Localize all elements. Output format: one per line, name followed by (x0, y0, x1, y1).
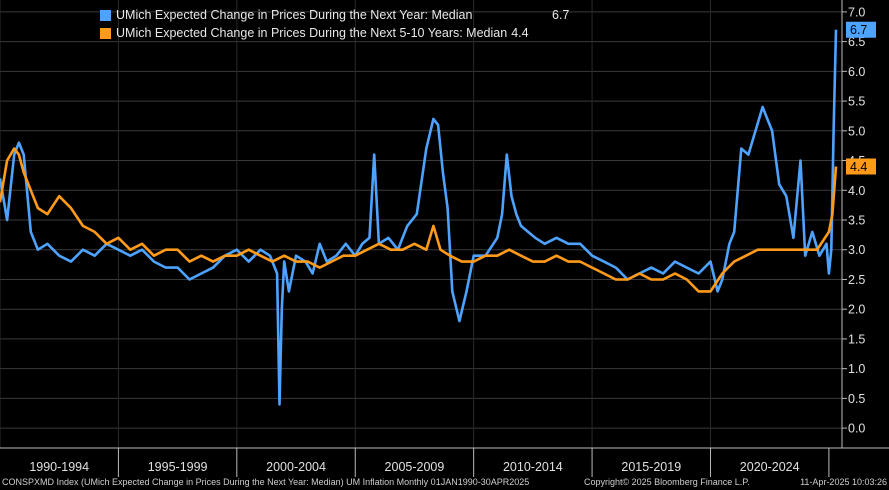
y-tick-label: 2.0 (848, 303, 865, 317)
line-chart: 0.00.51.01.52.02.53.03.54.04.55.05.56.06… (0, 0, 889, 477)
legend-value: 4.4 (511, 26, 529, 40)
y-tick-label: 1.5 (848, 332, 865, 346)
series-layer (0, 29, 838, 406)
legend-label: UMich Expected Change in Prices During t… (116, 8, 473, 22)
x-tick-label: 1990-1994 (29, 460, 89, 474)
source-text: CONSPXMD Index (UMich Expected Change in… (2, 477, 530, 487)
series-line-next-year (0, 29, 838, 406)
legend-swatch-blue (100, 9, 111, 21)
grid-lines (0, 0, 842, 448)
last-value-label: 4.4 (850, 160, 867, 174)
legend: UMich Expected Change in Prices During t… (100, 6, 569, 42)
x-tick-label: 2010-2014 (503, 460, 563, 474)
y-tick-label: 0.0 (848, 422, 865, 436)
last-value-label: 6.7 (850, 23, 867, 37)
legend-entry-5-10-years: UMich Expected Change in Prices During t… (100, 24, 569, 42)
legend-label: UMich Expected Change in Prices During t… (116, 26, 508, 40)
last-value-tag (846, 158, 876, 175)
y-axis-ticks: 0.00.51.01.52.02.53.03.54.04.55.05.56.06… (842, 5, 865, 436)
x-tick-label: 1995-1999 (148, 460, 208, 474)
legend-entry-next-year: UMich Expected Change in Prices During t… (100, 6, 569, 24)
last-value-labels: 6.7 4.4 (846, 21, 876, 175)
y-tick-label: 6.0 (848, 65, 865, 79)
timestamp: 11-Apr-2025 10:03:26 (800, 477, 887, 487)
y-tick-label: 2.5 (848, 273, 865, 287)
last-value-tag (846, 21, 876, 38)
footer: CONSPXMD Index (UMich Expected Change in… (0, 477, 889, 490)
y-tick-label: 0.5 (848, 392, 865, 406)
y-tick-label: 3.5 (848, 214, 865, 228)
x-tick-label: 2000-2004 (266, 460, 326, 474)
y-tick-label: 5.5 (848, 95, 865, 109)
series-line-five-to-ten-years (0, 147, 838, 293)
y-tick-label: 7.0 (848, 5, 865, 19)
x-tick-label: 2020-2024 (740, 460, 800, 474)
y-tick-label: 3.0 (848, 243, 865, 257)
y-tick-label: 1.0 (848, 362, 865, 376)
x-tick-label: 2015-2019 (621, 460, 681, 474)
legend-swatch-orange (100, 27, 111, 39)
y-tick-label: 5.0 (848, 124, 865, 138)
x-axis-ticks: 1990-1994 1995-1999 2000-2004 2005-2009 2010… (29, 448, 830, 477)
copyright-text: Copyright© 2025 Bloomberg Finance L.P. (584, 477, 750, 487)
legend-value: 6.7 (552, 8, 570, 22)
y-tick-label: 6.5 (848, 35, 865, 49)
x-tick-label: 2005-2009 (385, 460, 445, 474)
y-tick-label: 4.0 (848, 184, 865, 198)
axes (0, 0, 889, 449)
